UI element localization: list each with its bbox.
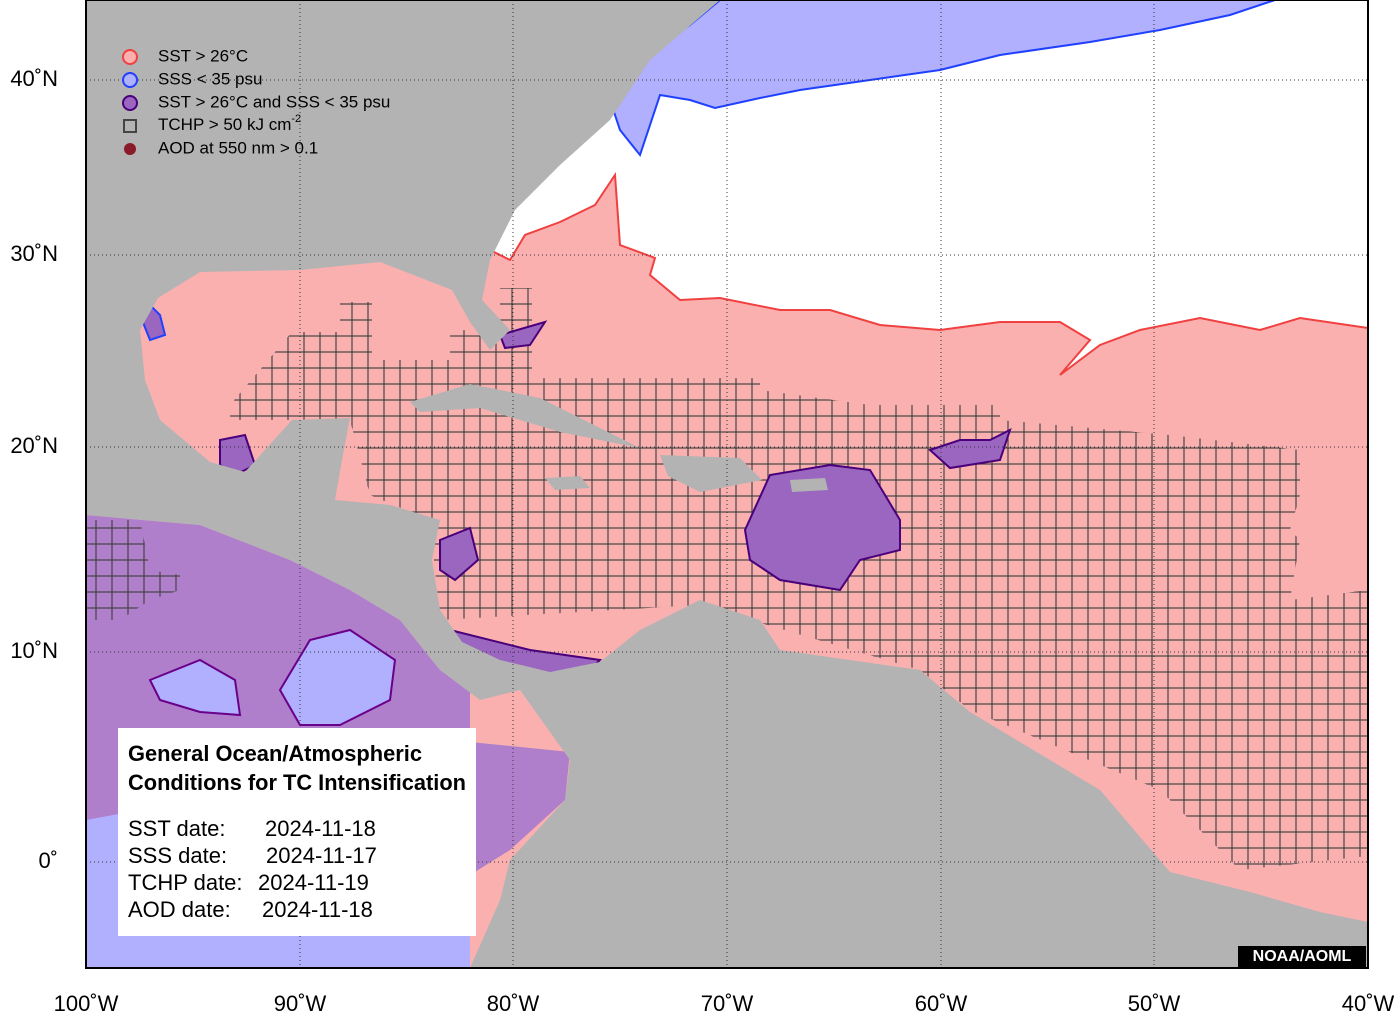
y-axis-label: 10˚N xyxy=(10,638,58,663)
jamaica xyxy=(545,476,590,490)
info-title: Conditions for TC Intensification xyxy=(128,770,466,795)
date-label: SSS date: xyxy=(128,843,227,868)
x-axis-label: 90˚W xyxy=(274,991,327,1016)
x-axis-label: 60˚W xyxy=(915,991,968,1016)
map-frame xyxy=(85,0,1369,969)
y-axis-label: 30˚N xyxy=(10,241,58,266)
x-axis-label: 50˚W xyxy=(1128,991,1181,1016)
pacific-fresh-patch xyxy=(278,628,397,726)
tchp-region xyxy=(86,520,180,620)
land xyxy=(86,0,1368,968)
legend-marker xyxy=(122,95,138,111)
date-label: TCHP date: xyxy=(128,870,243,895)
y-axis-label: 20˚N xyxy=(10,433,58,458)
legend-label: SST > 26°C xyxy=(158,46,248,65)
credit: NOAA/AOML xyxy=(1253,948,1352,965)
axes: 100˚W 90˚W 80˚W 70˚W 60˚W 50˚W 40˚W 40˚N 30˚N 20˚… xyxy=(10,66,1394,1016)
legend-marker xyxy=(124,143,136,155)
legend: SST > 26°C SSS < 35 psu SST > 26°C and S… xyxy=(122,46,390,157)
legend-label-main: TCHP > 50 kJ cm xyxy=(158,115,291,134)
date-label: SST date: xyxy=(128,816,225,841)
pacific-fresh-patch xyxy=(148,658,242,717)
sst-sss-patch xyxy=(928,428,1012,470)
info-box-bg xyxy=(118,728,476,936)
legend-label: SSS < 35 psu xyxy=(158,69,262,88)
info-title: General Ocean/Atmospheric xyxy=(128,741,422,766)
legend-label: TCHP > 50 kJ cm-2 xyxy=(158,113,301,135)
hispaniola xyxy=(660,455,762,492)
sst-sss-patch xyxy=(439,526,480,582)
sst-sss-patch xyxy=(219,433,257,477)
x-axis-label: 100˚W xyxy=(54,991,119,1016)
x-axis-label: 80˚W xyxy=(487,991,540,1016)
sst-sss-patch xyxy=(498,320,548,350)
legend-marker xyxy=(122,72,138,88)
date-value: 2024-11-18 xyxy=(262,897,373,922)
legend-label-superscript: -2 xyxy=(291,113,301,125)
date-value: 2024-11-18 xyxy=(265,816,376,841)
puerto-rico xyxy=(790,478,828,492)
legend-marker xyxy=(122,49,138,65)
y-axis-label: 0˚ xyxy=(38,848,58,873)
legend-marker xyxy=(123,119,137,133)
legend-label: AOD at 550 nm > 0.1 xyxy=(158,138,318,157)
x-axis-label: 40˚W xyxy=(1342,991,1395,1016)
info-box: General Ocean/Atmospheric Conditions for… xyxy=(118,728,476,936)
y-axis-label: 40˚N xyxy=(10,66,58,91)
credit-bg xyxy=(1238,946,1366,967)
date-label: AOD date: xyxy=(128,897,231,922)
cuba xyxy=(410,384,640,448)
sst-sss-patch xyxy=(743,463,901,592)
date-value: 2024-11-19 xyxy=(258,870,369,895)
grid xyxy=(86,0,1368,968)
legend-label: SST > 26°C and SSS < 35 psu xyxy=(158,92,390,111)
date-value: 2024-11-17 xyxy=(266,843,377,868)
x-axis-label: 70˚W xyxy=(701,991,754,1016)
